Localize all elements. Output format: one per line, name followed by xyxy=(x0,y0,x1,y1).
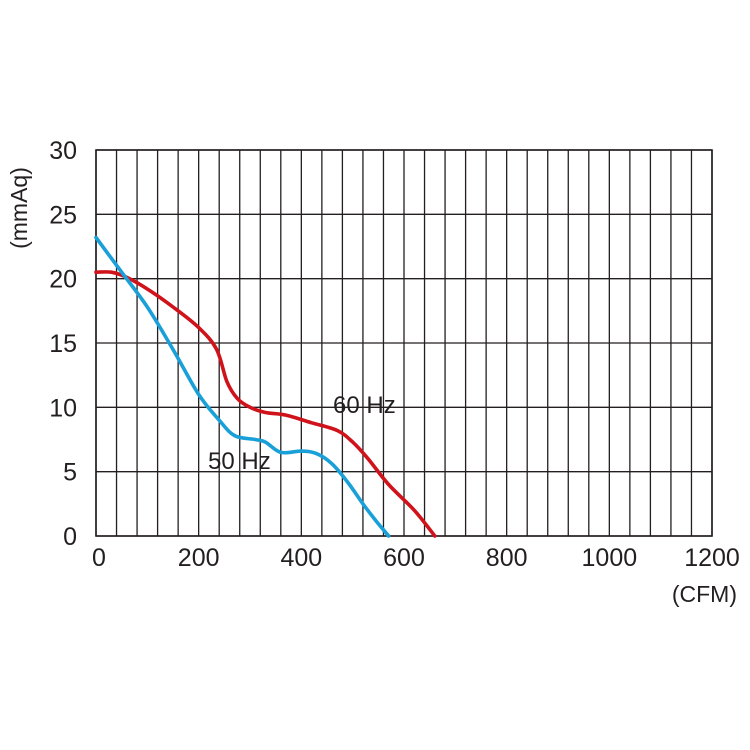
series-lines xyxy=(94,235,437,538)
x-tick-label: 400 xyxy=(280,544,322,572)
x-tick-label: 1200 xyxy=(684,544,740,572)
y-tick-label: 25 xyxy=(49,201,77,229)
y-tick-label: 10 xyxy=(49,394,77,422)
y-tick-label: 0 xyxy=(63,523,77,551)
series-label-60-hz: 60 Hz xyxy=(333,392,396,419)
y-tick-label: 15 xyxy=(49,330,77,358)
x-tick-labels: 0 200 400 600 800 1000 1200 xyxy=(92,544,740,572)
series-labels: 60 Hz 50 Hz xyxy=(208,392,396,475)
y-tick-label: 30 xyxy=(49,137,77,165)
y-axis-label: (mmAq) xyxy=(6,167,32,249)
x-tick-label: 600 xyxy=(383,544,425,572)
series-label-50-hz: 50 Hz xyxy=(208,448,271,475)
x-tick-label: 200 xyxy=(178,544,220,572)
y-tick-label: 5 xyxy=(63,459,77,487)
series-line-50-hz xyxy=(94,235,391,538)
x-tick-label: 1000 xyxy=(582,544,638,572)
x-tick-label: 0 xyxy=(92,544,106,572)
y-tick-label: 20 xyxy=(49,266,77,294)
x-tick-label: 800 xyxy=(486,544,528,572)
grid xyxy=(95,149,713,537)
series-line-60-hz xyxy=(94,270,437,538)
x-axis-label: (CFM) xyxy=(672,581,737,607)
plot-frame xyxy=(95,149,713,537)
y-tick-labels: 0 5 10 15 20 25 30 xyxy=(49,137,77,551)
